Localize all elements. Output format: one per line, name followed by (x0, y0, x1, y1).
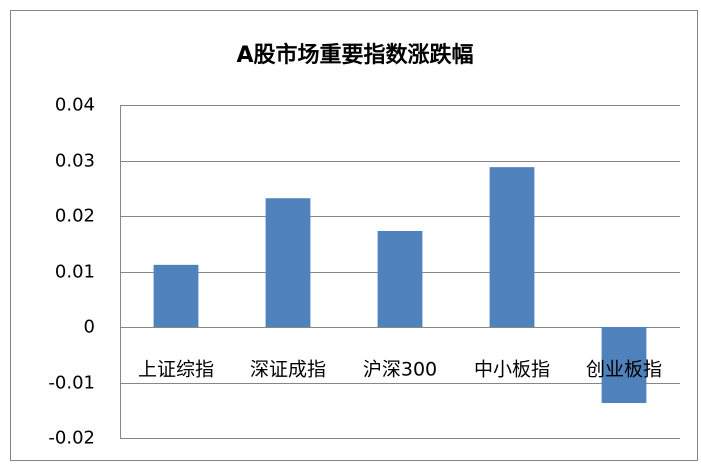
x-tick-label: 创业板指 (586, 359, 662, 381)
y-tick-label: 0.01 (55, 262, 95, 283)
y-tick-label: 0.04 (55, 95, 95, 116)
x-tick-label: 上证综指 (138, 359, 214, 381)
y-tick-label: -0.01 (48, 373, 95, 394)
x-tick-label: 沪深300 (363, 359, 437, 381)
chart-title: A股市场重要指数涨跌幅 (236, 42, 473, 68)
bar (265, 198, 311, 327)
y-tick-label: 0 (84, 317, 95, 338)
bar (489, 167, 535, 327)
bar (601, 327, 647, 404)
chart-frame (10, 10, 698, 461)
y-tick-label: -0.02 (48, 428, 95, 449)
bar (377, 230, 423, 327)
x-tick-label: 深证成指 (250, 359, 326, 381)
y-tick-label: 0.03 (55, 151, 95, 172)
x-tick-label: 中小板指 (474, 359, 550, 381)
bar (153, 264, 199, 327)
y-tick-label: 0.02 (55, 206, 95, 227)
